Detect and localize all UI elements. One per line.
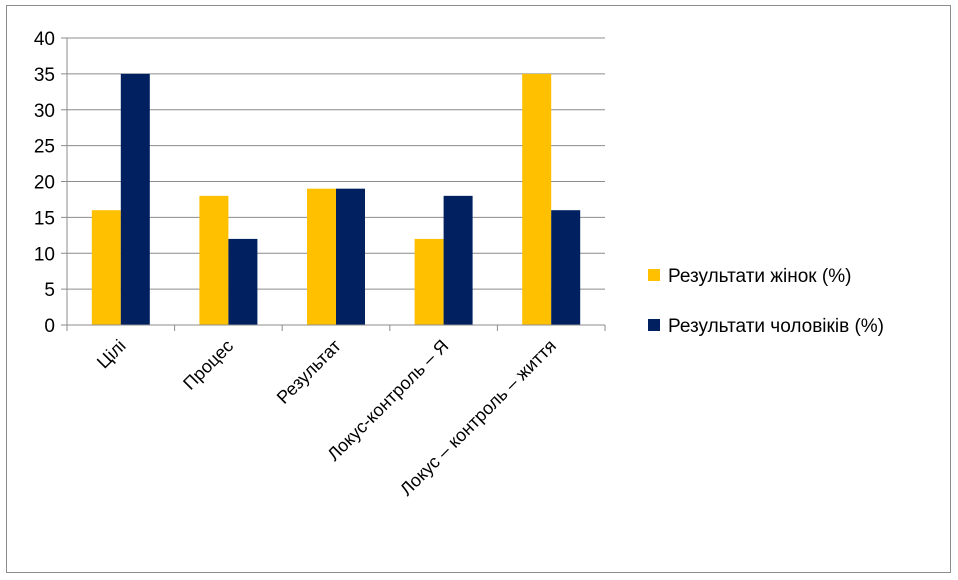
bar-women <box>522 73 552 325</box>
bar-men <box>336 188 365 325</box>
legend-label: Результати чоловіків (%) <box>668 316 884 337</box>
y-tick-label: 30 <box>34 101 55 122</box>
x-category-label: Локус-контроль – Я <box>323 336 452 465</box>
legend-swatch <box>648 269 660 281</box>
axes <box>61 37 606 331</box>
bar-men <box>443 195 473 325</box>
y-tick-label: 40 <box>34 29 55 50</box>
bar-men <box>551 210 581 325</box>
y-tick-label: 20 <box>34 173 55 194</box>
bar-women <box>199 195 229 325</box>
bar-women <box>91 210 121 325</box>
bar-women <box>307 188 336 325</box>
bar-men <box>120 73 150 325</box>
y-tick-label: 25 <box>34 137 55 158</box>
y-axis-ticks: 0 5 10 15 20 25 30 35 40 <box>34 29 55 337</box>
x-category-label: Процес <box>179 336 237 394</box>
legend-label: Результати жінок (%) <box>668 266 851 287</box>
y-tick-label: 5 <box>44 280 55 301</box>
bar-men <box>228 238 258 325</box>
y-tick-label: 0 <box>44 316 55 337</box>
bars <box>91 73 581 325</box>
legend: Результати жінок (%) Результати чоловіків… <box>648 266 884 337</box>
x-category-label: Результат <box>273 336 345 408</box>
bar-women <box>414 238 444 325</box>
gridlines <box>67 37 605 290</box>
y-tick-label: 35 <box>34 65 55 86</box>
legend-swatch <box>648 319 660 331</box>
x-category-label: Цілі <box>93 336 130 373</box>
y-tick-label: 15 <box>34 208 55 229</box>
y-tick-label: 10 <box>34 244 55 265</box>
